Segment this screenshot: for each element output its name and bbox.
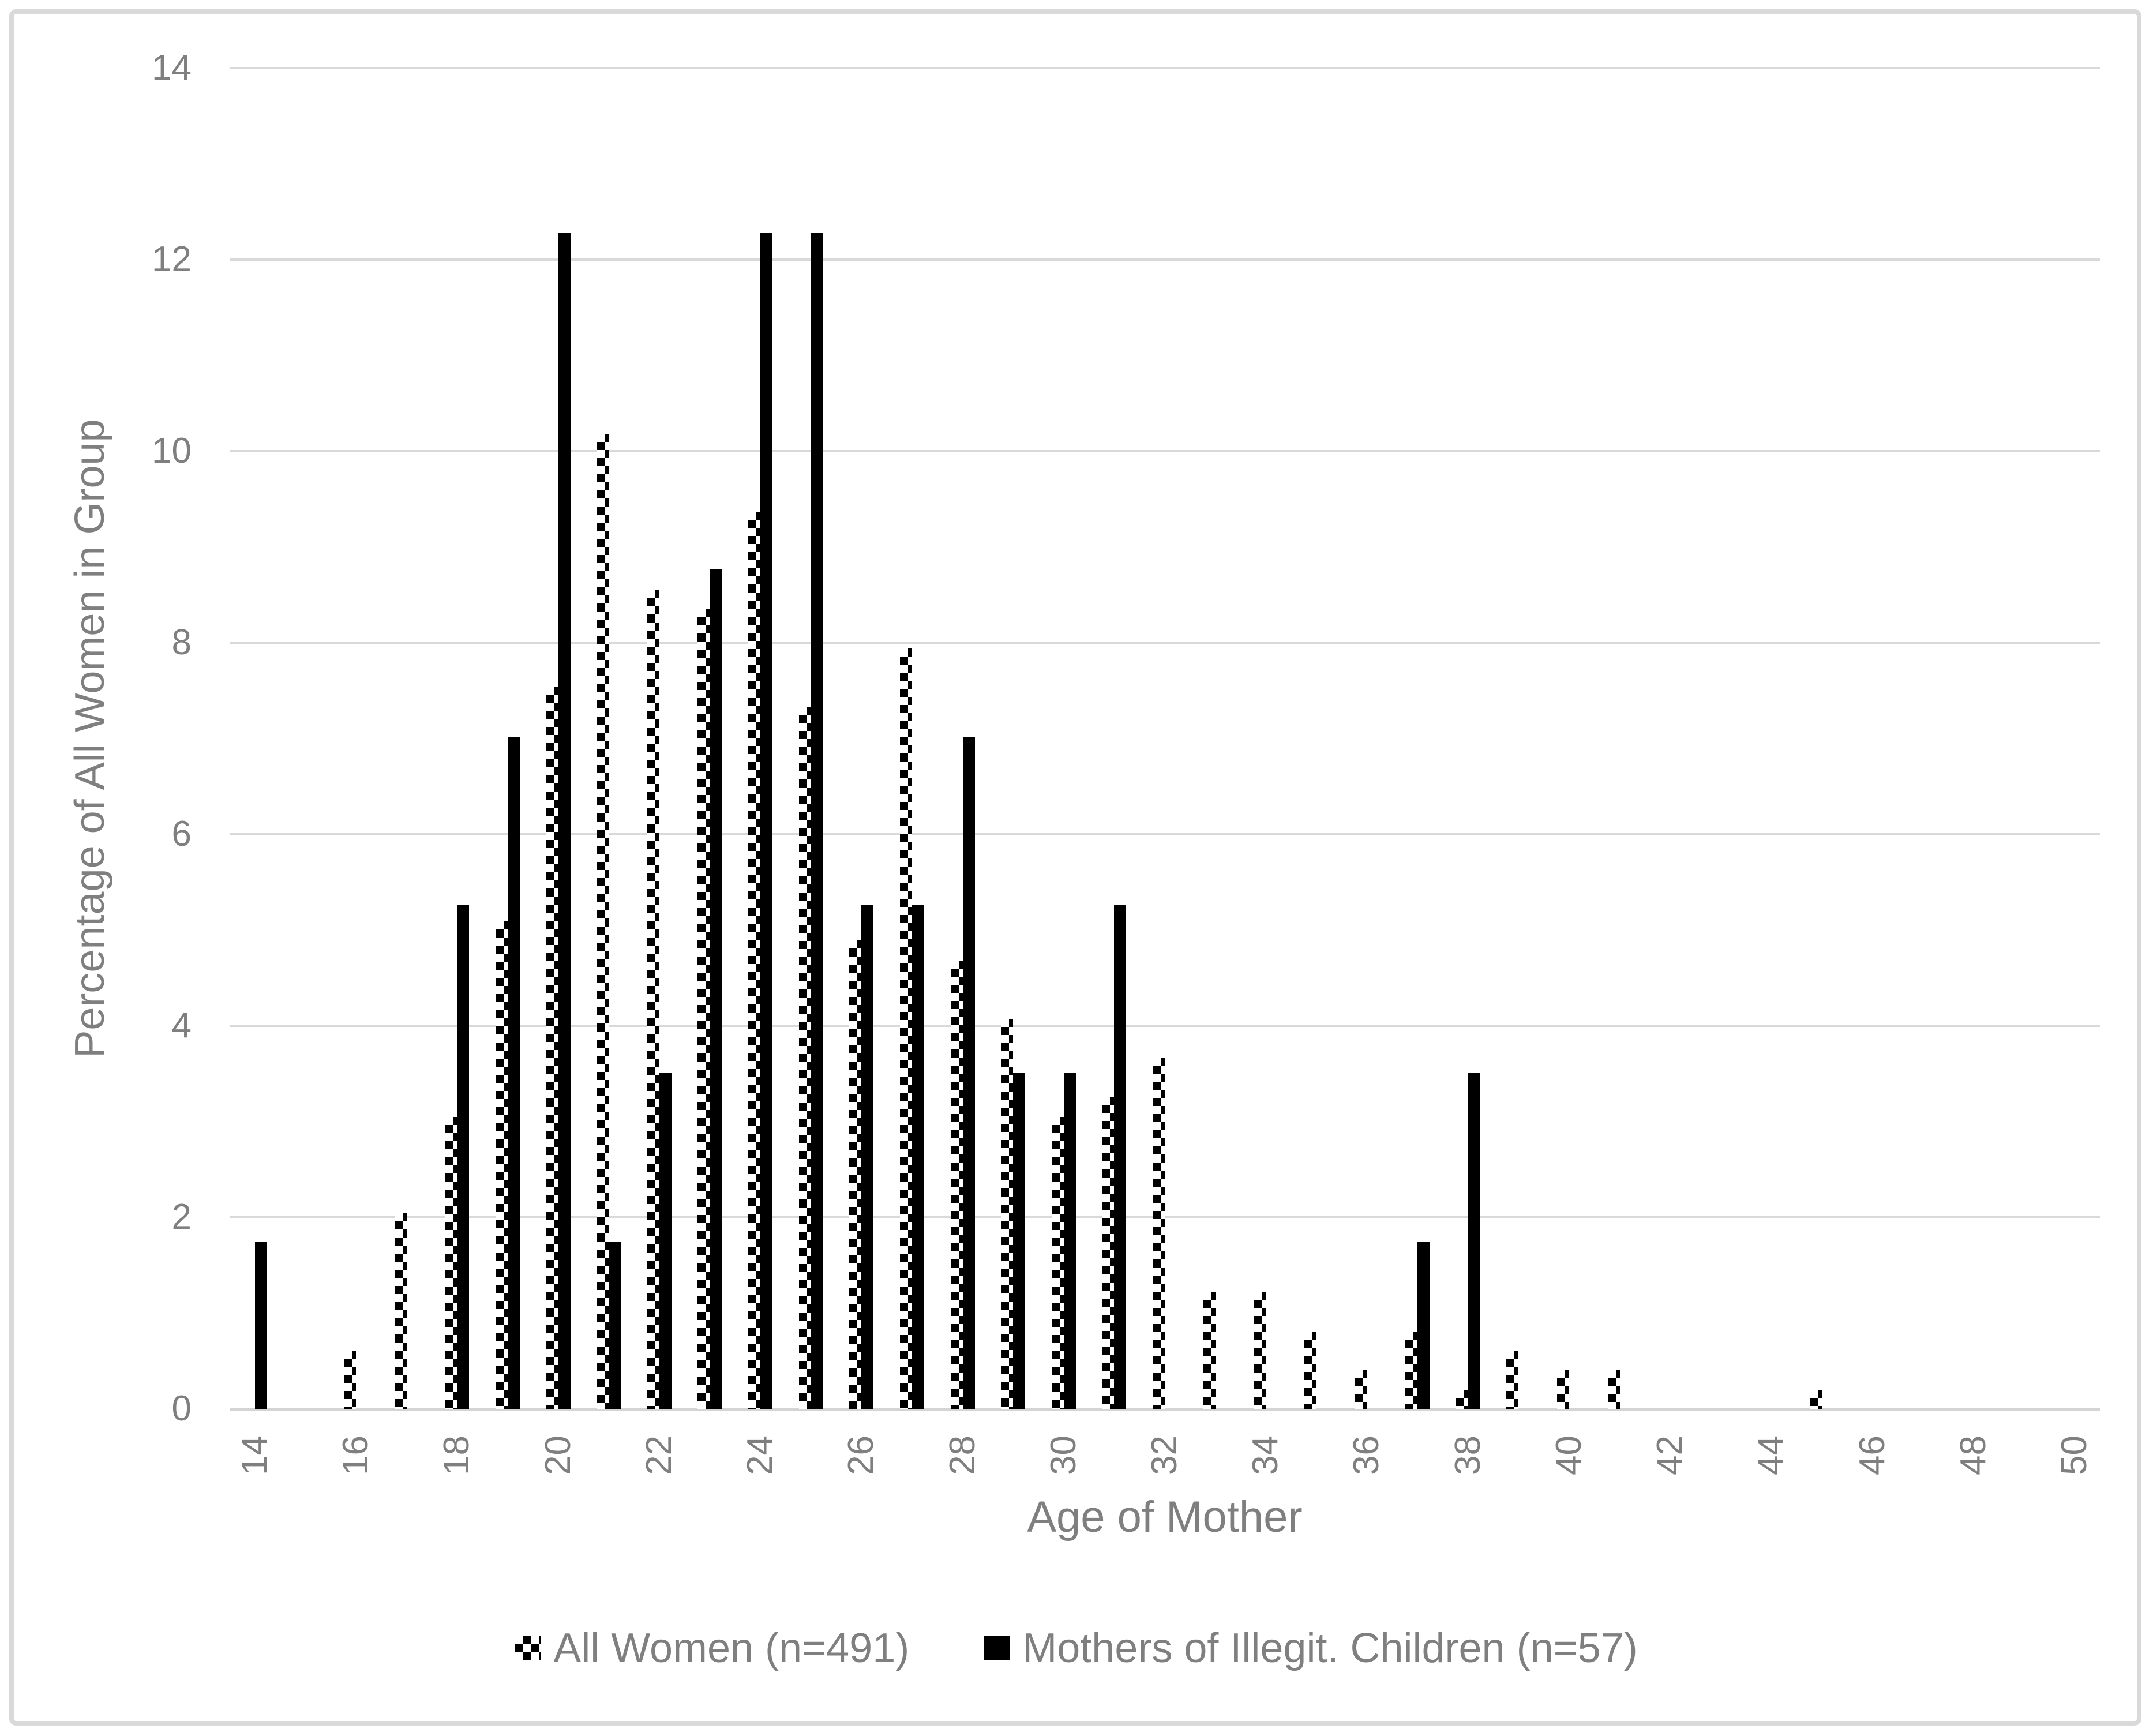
bar-all-women-age-40 [1557,1370,1569,1409]
x-tick-label: 22 [639,1435,679,1475]
x-tick-label: 44 [1751,1435,1791,1475]
gridline [230,258,2100,261]
bar-all-women-age-27 [900,648,912,1409]
bar-mothers-age-18 [457,905,469,1409]
legend: All Women (n=491) Mothers of Illegit. Ch… [0,1622,2153,1674]
y-tick-label: 8 [171,623,192,662]
bar-all-women-age-41 [1608,1370,1620,1409]
bar-mothers-age-20 [558,233,571,1409]
x-tick-label: 46 [1852,1435,1892,1475]
bar-mothers-age-31 [1114,905,1126,1409]
legend-item-all-women: All Women (n=491) [515,1622,909,1674]
bar-mothers-age-27 [912,905,924,1409]
y-tick-label: 4 [171,1006,192,1045]
bar-all-women-age-25 [799,707,811,1409]
bar-all-women-age-26 [849,940,861,1409]
x-tick-label: 24 [740,1435,780,1475]
x-tick-label: 20 [538,1435,578,1475]
x-tick-label: 40 [1549,1435,1589,1475]
bar-mothers-age-24 [760,233,772,1409]
x-tick-label: 50 [2054,1435,2094,1475]
bar-mothers-age-25 [811,233,823,1409]
y-tick-label: 6 [171,814,192,854]
x-tick-label: 36 [1346,1435,1386,1475]
y-tick-label: 12 [152,239,192,279]
bar-all-women-age-34 [1254,1292,1266,1409]
bar-all-women-age-20 [546,687,558,1409]
bar-all-women-age-33 [1203,1292,1216,1409]
gridline [230,642,2100,644]
x-tick-label: 26 [841,1435,881,1475]
gridline [230,1025,2100,1027]
bar-all-women-age-38 [1456,1390,1468,1409]
bar-all-women-age-17 [395,1213,407,1409]
bar-all-women-age-37 [1405,1332,1417,1409]
gridline [230,1216,2100,1218]
gridline [230,450,2100,452]
gridline [230,833,2100,835]
bar-mothers-age-21 [609,1242,621,1409]
x-tick-label: 16 [336,1435,376,1475]
x-tick-label: 30 [1044,1435,1083,1475]
x-tick-label: 14 [235,1435,275,1475]
bar-all-women-age-35 [1304,1332,1316,1409]
bar-all-women-age-31 [1102,1097,1114,1409]
bar-all-women-age-28 [951,961,963,1409]
bar-all-women-age-16 [344,1351,356,1409]
bar-mothers-age-22 [659,1073,672,1409]
y-tick-label: 2 [171,1197,192,1237]
legend-label-mothers: Mothers of Illegit. Children (n=57) [1022,1625,1638,1671]
x-axis-title: Age of Mother [1027,1493,1303,1542]
bar-mothers-age-26 [861,905,873,1409]
bar-all-women-age-24 [748,512,760,1409]
x-tick-label: 18 [437,1435,477,1475]
bar-mothers-age-29 [1013,1073,1025,1409]
legend-item-mothers: Mothers of Illegit. Children (n=57) [984,1622,1638,1674]
bar-mothers-age-19 [508,737,520,1409]
legend-swatch-mothers-icon [984,1636,1010,1660]
axis-baseline [230,1408,2100,1411]
bar-all-women-age-23 [697,609,710,1409]
figure-border [9,9,2141,1726]
bar-mothers-age-38 [1468,1073,1480,1409]
legend-label-all-women: All Women (n=491) [553,1625,910,1671]
bar-all-women-age-36 [1355,1370,1367,1409]
bar-all-women-age-45 [1810,1390,1822,1409]
y-axis-title: Percentage of All Women in Group [67,419,113,1058]
y-tick-label: 0 [171,1389,192,1428]
x-tick-label: 28 [943,1435,982,1475]
bar-mothers-age-14 [255,1242,267,1409]
bar-all-women-age-39 [1506,1351,1518,1409]
x-tick-label: 32 [1145,1435,1184,1475]
x-tick-label: 42 [1650,1435,1690,1475]
bar-mothers-age-23 [710,569,722,1409]
bar-mothers-age-30 [1064,1073,1076,1409]
x-tick-label: 34 [1246,1435,1285,1475]
bar-all-women-age-19 [496,921,508,1409]
bar-all-women-age-30 [1052,1117,1064,1409]
x-tick-label: 48 [1953,1435,1993,1475]
bar-all-women-age-32 [1153,1058,1165,1409]
bar-all-women-age-29 [1001,1019,1013,1409]
x-tick-label: 38 [1448,1435,1488,1475]
bar-mothers-age-28 [963,737,975,1409]
bar-all-women-age-18 [445,1117,457,1409]
gridline [230,67,2100,69]
bar-mothers-age-37 [1417,1242,1430,1409]
bar-all-women-age-21 [597,434,609,1409]
bar-all-women-age-22 [647,590,659,1409]
y-tick-label: 10 [152,431,192,471]
legend-swatch-all-women-icon [515,1636,541,1660]
y-tick-label: 14 [152,48,192,88]
